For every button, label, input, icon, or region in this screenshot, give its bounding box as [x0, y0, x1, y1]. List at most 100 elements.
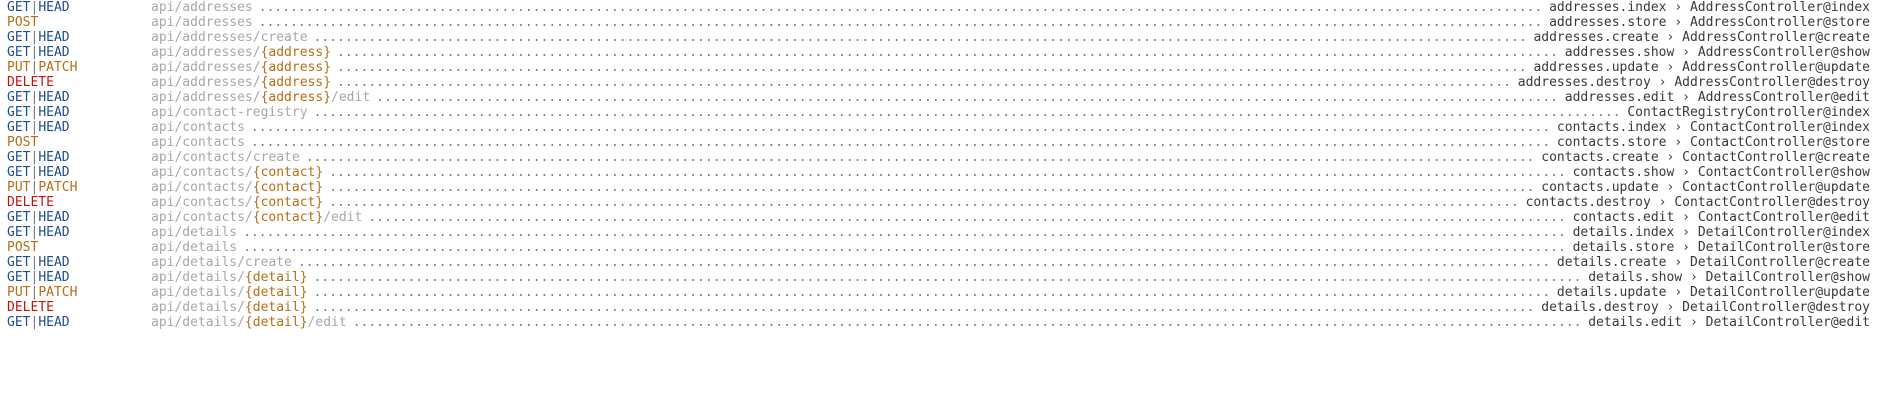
route-methods: POST	[7, 239, 38, 257]
route-uri-segment: /edit	[331, 90, 371, 105]
route-name: addresses.update	[1533, 60, 1659, 75]
route-target: addresses.update › AddressController@upd…	[1533, 59, 1870, 77]
route-parameter: {address}	[260, 45, 332, 60]
http-method: HEAD	[38, 315, 70, 330]
chevron-right-icon: ›	[1658, 30, 1683, 45]
route-methods: PUT|PATCH	[7, 284, 77, 302]
chevron-right-icon: ›	[1666, 285, 1690, 300]
route-uri: api/contacts/{contact}	[151, 194, 323, 212]
route-target: addresses.show › AddressController@show	[1565, 44, 1870, 62]
route-parameter: {address}	[260, 90, 332, 105]
dot-leader: ........................................…	[368, 210, 1566, 225]
route-uri-segment: api/contacts	[151, 135, 245, 150]
http-method: HEAD	[38, 225, 70, 240]
route-uri: api/addresses	[151, 0, 253, 17]
route-methods: GET|HEAD	[7, 44, 70, 62]
route-methods: DELETE	[7, 74, 54, 92]
route-uri-segment: api/addresses	[151, 15, 253, 30]
route-target: addresses.store › AddressController@stor…	[1549, 14, 1870, 32]
route-name: contacts.update	[1541, 180, 1659, 195]
route-name: details.index	[1572, 225, 1675, 240]
route-action: ContactController@destroy	[1674, 195, 1870, 210]
route-uri-segment: api/details	[151, 240, 238, 255]
chevron-right-icon: ›	[1658, 150, 1683, 165]
route-uri-segment: api/addresses/create	[151, 30, 308, 45]
dot-leader: ........................................…	[352, 315, 1583, 330]
route-uri-segment: api/contact-registry	[151, 105, 308, 120]
route-row: PUT|PATCH api/details/{detail}...........…	[0, 284, 1882, 302]
route-uri-segment: api/contacts/create	[151, 150, 300, 165]
chevron-right-icon: ›	[1666, 255, 1690, 270]
http-method: GET	[7, 210, 31, 225]
dot-leader: ........................................…	[305, 150, 1536, 165]
route-uri: api/details/{detail}	[151, 299, 308, 317]
chevron-right-icon: ›	[1666, 15, 1690, 30]
route-action: AddressController@create	[1682, 30, 1870, 45]
chevron-right-icon: ›	[1674, 165, 1698, 180]
dot-leader: ........................................…	[329, 165, 1566, 180]
route-row: GET|HEAD api/addresses...................…	[0, 0, 1882, 17]
route-action: ContactController@index	[1689, 120, 1870, 135]
route-row: GET|HEAD api/details/{detail}/edit.......…	[0, 314, 1882, 332]
route-action: AddressController@index	[1689, 0, 1870, 15]
chevron-right-icon: ›	[1650, 75, 1675, 90]
route-row: POST api/details.........................…	[0, 239, 1882, 257]
chevron-right-icon: ›	[1674, 90, 1698, 105]
route-row: GET|HEAD api/details.....................…	[0, 224, 1882, 242]
route-uri-segment: api/details/	[151, 300, 245, 315]
dot-leader: ........................................…	[313, 270, 1583, 285]
chevron-right-icon: ›	[1674, 240, 1698, 255]
http-method: GET	[7, 90, 31, 105]
dot-leader: ........................................…	[337, 60, 1527, 75]
http-method: HEAD	[38, 105, 70, 120]
chevron-right-icon: ›	[1666, 120, 1690, 135]
method-separator: |	[30, 0, 39, 15]
route-parameter: {address}	[260, 60, 332, 75]
http-method: DELETE	[7, 300, 54, 315]
chevron-right-icon: ›	[1650, 195, 1675, 210]
route-target: contacts.store › ContactController@store	[1557, 134, 1870, 152]
http-method: PUT	[7, 180, 31, 195]
route-name: contacts.store	[1556, 135, 1667, 150]
method-separator: |	[30, 105, 39, 120]
route-name: details.create	[1556, 255, 1667, 270]
route-target: contacts.create › ContactController@crea…	[1541, 149, 1870, 167]
method-separator: |	[30, 225, 39, 240]
route-parameter: {detail}	[244, 285, 308, 300]
method-separator: |	[30, 120, 39, 135]
route-uri: api/addresses	[151, 14, 253, 32]
route-row: GET|HEAD api/contacts/create.............…	[0, 149, 1882, 167]
http-method: DELETE	[7, 75, 54, 90]
http-method: GET	[7, 105, 31, 120]
route-action: DetailController@edit	[1705, 315, 1870, 330]
route-name: details.update	[1556, 285, 1667, 300]
route-parameter: {detail}	[244, 315, 308, 330]
route-methods: DELETE	[7, 194, 54, 212]
route-target: details.show › DetailController@show	[1588, 269, 1870, 287]
route-uri: api/contacts/{contact}	[151, 179, 323, 197]
route-parameter: {address}	[260, 75, 332, 90]
route-row: POST api/addresses.......................…	[0, 14, 1882, 32]
route-action: DetailController@destroy	[1682, 300, 1870, 315]
route-target: contacts.edit › ContactController@edit	[1573, 209, 1870, 227]
http-method: PATCH	[38, 285, 78, 300]
chevron-right-icon: ›	[1658, 300, 1683, 315]
route-uri: api/contact-registry	[151, 104, 308, 122]
http-method: GET	[7, 270, 31, 285]
method-separator: |	[30, 45, 39, 60]
route-row: GET|HEAD api/contacts/{contact}/edit.....…	[0, 209, 1882, 227]
dot-leader: ........................................…	[258, 0, 1543, 15]
dot-leader: ........................................…	[337, 75, 1512, 90]
method-separator: |	[30, 270, 39, 285]
route-row: PUT|PATCH api/addresses/{address}........…	[0, 59, 1882, 77]
route-methods: GET|HEAD	[7, 269, 70, 287]
route-uri-segment: api/details/	[151, 285, 245, 300]
route-methods: GET|HEAD	[7, 104, 70, 122]
dot-leader: ........................................…	[243, 240, 1566, 255]
route-parameter: {detail}	[244, 270, 308, 285]
route-uri: api/details	[151, 224, 237, 242]
dot-leader: ........................................…	[313, 285, 1551, 300]
route-methods: GET|HEAD	[7, 209, 70, 227]
route-action: DetailController@create	[1689, 255, 1870, 270]
